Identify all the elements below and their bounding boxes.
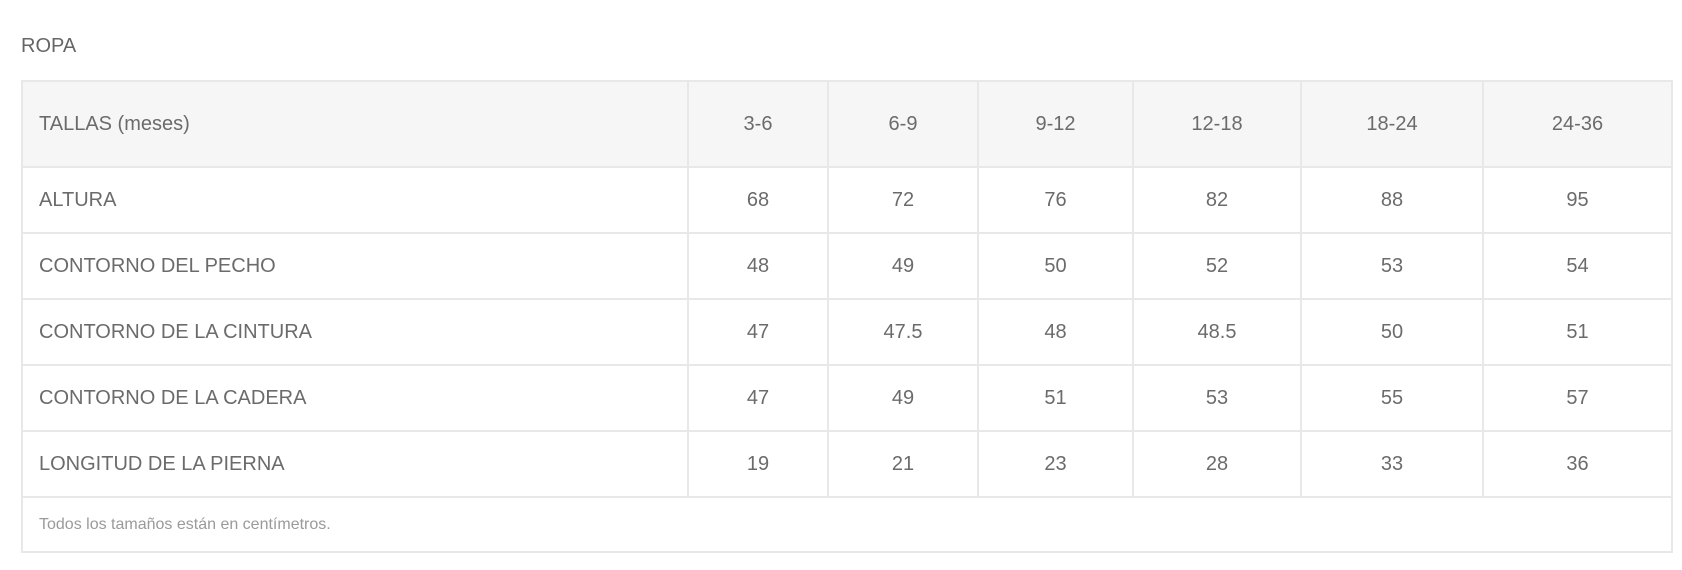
table-cell: 33: [1300, 430, 1484, 498]
table-header-row: TALLAS (meses) 3-6 6-9 9-12 12-18 18-24 …: [21, 80, 1673, 168]
table-cell: 48: [977, 298, 1134, 366]
size-header: 3-6: [687, 80, 829, 168]
row-label: LONGITUD DE LA PIERNA: [21, 430, 689, 498]
table-row: ALTURA 68 72 76 82 88 95: [21, 166, 1673, 234]
table-cell: 19: [687, 430, 829, 498]
table-cell: 82: [1132, 166, 1302, 234]
table-cell: 76: [977, 166, 1134, 234]
table-cell: 88: [1300, 166, 1484, 234]
size-header: 24-36: [1482, 80, 1673, 168]
table-cell: 49: [827, 232, 979, 300]
size-header: 9-12: [977, 80, 1134, 168]
row-label: CONTORNO DE LA CADERA: [21, 364, 689, 432]
table-cell: 57: [1482, 364, 1673, 432]
table-cell: 23: [977, 430, 1134, 498]
table-cell: 49: [827, 364, 979, 432]
table-cell: 95: [1482, 166, 1673, 234]
table-cell: 21: [827, 430, 979, 498]
row-label: CONTORNO DE LA CINTURA: [21, 298, 689, 366]
section-title: ROPA: [21, 35, 77, 57]
table-cell: 48.5: [1132, 298, 1302, 366]
row-label: ALTURA: [21, 166, 689, 234]
table-row: CONTORNO DEL PECHO 48 49 50 52 53 54: [21, 232, 1673, 300]
table-cell: 54: [1482, 232, 1673, 300]
table-cell: 72: [827, 166, 979, 234]
table-cell: 52: [1132, 232, 1302, 300]
table-cell: 53: [1300, 232, 1484, 300]
size-header: 12-18: [1132, 80, 1302, 168]
table-cell: 68: [687, 166, 829, 234]
units-note: Todos los tamaños están en centímetros.: [21, 496, 1673, 553]
size-header: 18-24: [1300, 80, 1484, 168]
table-cell: 36: [1482, 430, 1673, 498]
table-cell: 47.5: [827, 298, 979, 366]
table-row: CONTORNO DE LA CINTURA 47 47.5 48 48.5 50 51: [21, 298, 1673, 366]
size-header: 6-9: [827, 80, 979, 168]
table-row: CONTORNO DE LA CADERA 47 49 51 53 55 57: [21, 364, 1673, 432]
table-cell: 50: [1300, 298, 1484, 366]
table-cell: 51: [1482, 298, 1673, 366]
table-row: LONGITUD DE LA PIERNA 19 21 23 28 33 36: [21, 430, 1673, 498]
table-cell: 50: [977, 232, 1134, 300]
table-cell: 28: [1132, 430, 1302, 498]
note-row: Todos los tamaños están en centímetros.: [21, 496, 1673, 553]
table-cell: 53: [1132, 364, 1302, 432]
table-cell: 48: [687, 232, 829, 300]
size-chart-table: TALLAS (meses) 3-6 6-9 9-12 12-18 18-24 …: [21, 80, 1673, 553]
table-cell: 47: [687, 298, 829, 366]
table-cell: 47: [687, 364, 829, 432]
row-label: CONTORNO DEL PECHO: [21, 232, 689, 300]
table-cell: 55: [1300, 364, 1484, 432]
table-cell: 51: [977, 364, 1134, 432]
header-label: TALLAS (meses): [21, 80, 689, 168]
